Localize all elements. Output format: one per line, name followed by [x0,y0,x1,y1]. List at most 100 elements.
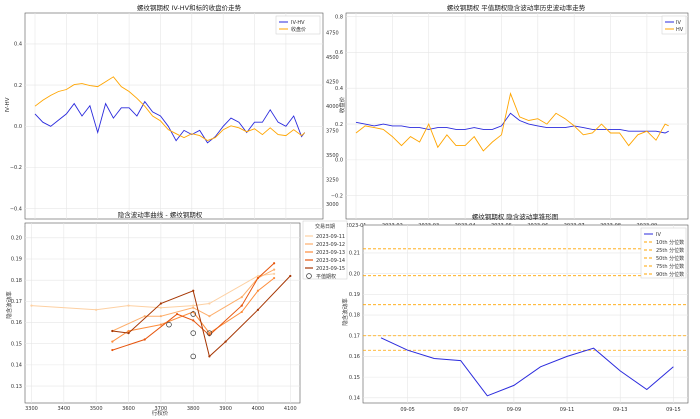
chart3-point [175,312,179,316]
chart3-legend-label: 2023-09-13 [316,250,345,256]
chart4-xtick: 09-11 [560,407,575,413]
chart3-point [208,355,211,358]
chart4-xtick: 09-13 [613,407,628,413]
chart2-plot: −0.20.00.20.40.60.82023-012023-022023-03… [331,12,689,229]
chart4-legend-box [640,227,687,279]
chart3-point [256,274,260,278]
chart3-point [240,304,243,307]
chart2-legend-label: HV [676,27,684,33]
chart1-y2tick: 4250 [326,79,339,85]
chart1-series-line [34,76,306,141]
chart3-xtick: 3400 [57,406,70,412]
chart3-atm-marker [190,311,196,317]
chart3-point [273,268,276,271]
chart4-ytick: 0.20 [349,271,360,277]
chart4-legend-label: 10th 分位数 [656,239,684,246]
chart1-ytick: 0.2 [14,83,22,89]
chart4-xtick: 09-05 [400,407,415,413]
chart3-frame [24,222,301,404]
chart3-atm-marker [190,330,196,336]
chart3-point [224,340,227,343]
chart3-xtick: 3800 [187,406,200,412]
chart3-xtick: 3700 [155,406,168,412]
chart3-ytick: 0.19 [11,257,22,263]
chart4-xtick: 09-07 [453,407,468,413]
chart3-point [192,319,195,322]
chart3-ytick: 0.13 [11,384,22,390]
chart3-xtick: 4000 [252,406,265,412]
chart3-point [192,306,195,309]
chart2-ytick: 0.8 [335,14,343,20]
chart3-point [208,332,211,335]
chart3-point [159,323,162,326]
chart1-y2tick: 4750 [326,30,339,36]
chart1-ytick: −0.4 [10,206,22,212]
chart3-point [256,289,260,292]
chart3-point [159,315,162,318]
chart1-y2tick: 3750 [326,128,339,134]
chart2-ytick: 0.2 [335,122,343,128]
chart2-ytick: 0.4 [335,86,343,92]
chart3-xtick: 3900 [219,406,232,412]
chart3-point [143,338,146,341]
chart1-title: 螺纹钢期权 IV-HV和标的收盘价走势 [137,3,242,12]
chart3-point [127,329,130,333]
chart3-legend-title: 交易日期 [315,223,335,230]
chart2-series-line [355,92,669,152]
chart2-ytick: 0.6 [335,50,343,56]
chart4-legend-label: 50th 分位数 [656,255,684,262]
chart2-series-line [355,112,669,134]
chart3-xtick: 3500 [90,406,103,412]
chart1-legend-label: 收盘价 [291,26,306,33]
chart1-ytick: 0.4 [14,42,22,48]
chart3-legend-label: 2023-09-15 [316,266,345,272]
chart3-atm-marker [166,321,172,328]
chart4-series-line [380,337,674,397]
chart3-ytick: 0.18 [11,278,22,284]
chart3-series-line [112,262,275,351]
chart2-ytick: 0.0 [335,158,343,164]
chart3-legend-label: 2023-09-11 [316,234,345,240]
chart4-ytick: 0.21 [349,251,360,257]
chart3-point [240,296,243,299]
chart4-plot: 0.14 0.15 0.16 0.17 0.18 0.19 0.20 0.21 09-05 09-… [349,224,689,413]
chart4-title: 螺纹钢期权 隐含波动率锥形图 [472,212,559,221]
chart3-point [256,308,260,311]
chart4-xtick: 09-15 [666,407,681,413]
chart3-point [143,315,146,318]
chart3-point [111,348,114,352]
chart3-series-line [31,273,275,311]
chart4-ytick: 0.17 [349,333,360,339]
chart4-ytick: 0.18 [349,313,360,319]
chart1-series-line [34,100,306,144]
chart3-point [127,332,130,335]
chart3-point [111,340,114,343]
chart3-point [159,302,162,305]
chart4-xtick: 09-09 [507,407,522,413]
chart3-legend-swatch [306,273,312,279]
chart4-legend-label: 75th 分位数 [656,263,684,270]
chart4-ytick: 0.16 [349,354,360,360]
chart1-legend-label: IV-HV [291,20,305,26]
chart3-atm-marker [190,353,196,360]
chart4-legend-label: 25th 分位数 [656,247,684,254]
chart4-legend-label: 90th 分位数 [656,271,684,278]
chart3-legend-label: 平值期权 [316,273,336,280]
chart3-series-line [112,275,291,358]
chart3-point [192,289,195,292]
chart3-legend-box [302,220,348,280]
chart1-ylabel: IV-HV [5,97,11,112]
chart4-ytick: 0.14 [349,396,360,402]
chart1-y2tick: 3500 [326,153,339,159]
chart3-plot: 0.13 0.14 0.15 0.16 0.17 0.18 0.19 0.20 3300 3400… [11,220,348,412]
chart3-point [30,304,33,307]
chart2-legend-label: IV [676,20,681,26]
chart3-ytick: 0.14 [11,363,22,369]
chart4-frame [362,224,689,404]
chart1-y2label: 收盘价 [338,96,346,113]
chart3-xtick: 3600 [122,406,135,412]
chart3-atm-marker [206,330,213,336]
chart3-point [127,304,130,307]
chart3-point [273,272,276,275]
